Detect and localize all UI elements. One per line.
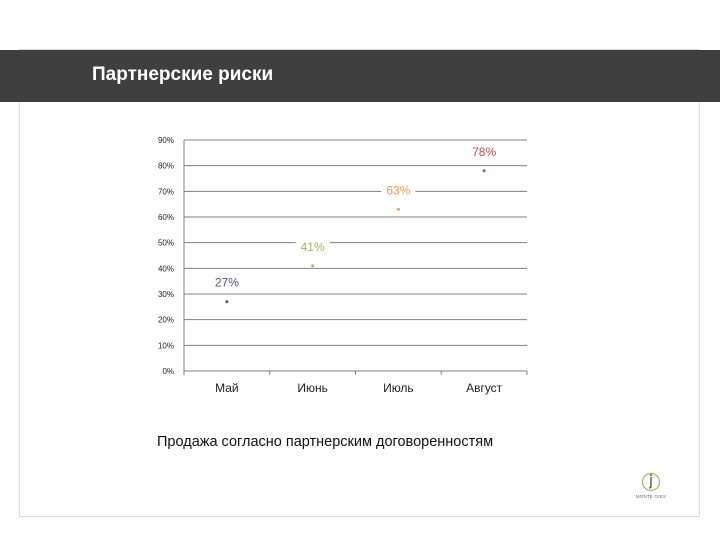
x-tick-label: Июнь <box>297 381 328 395</box>
data-label: 27% <box>215 276 239 290</box>
x-tick-label: Май <box>215 381 239 395</box>
logo-text: MONTE GIES <box>635 494 667 499</box>
y-tick-label: 60% <box>158 213 174 222</box>
data-label-bg <box>209 273 244 290</box>
data-label-bg <box>381 181 416 198</box>
data-point <box>311 264 315 268</box>
y-tick-label: 50% <box>158 239 174 248</box>
data-point <box>482 169 486 173</box>
data-label: 63% <box>386 183 410 197</box>
y-tick-label: 10% <box>158 341 174 350</box>
data-point <box>225 300 229 304</box>
y-tick-label: 80% <box>158 162 174 171</box>
chart-caption: Продажа согласно партнерским договоренно… <box>157 434 494 450</box>
data-label-bg <box>467 142 502 159</box>
company-logo: MONTE GIES <box>626 470 676 506</box>
y-tick-label: 20% <box>158 316 174 325</box>
y-tick-label: 30% <box>158 290 174 299</box>
data-label: 41% <box>301 240 325 254</box>
x-tick-label: Август <box>466 381 503 395</box>
y-tick-label: 40% <box>158 264 174 273</box>
page-title: Партнерские риски <box>92 64 274 85</box>
data-label-bg <box>295 237 330 254</box>
logo-icon <box>641 472 661 492</box>
data-point <box>396 207 400 211</box>
y-tick-label: 90% <box>158 136 174 145</box>
x-tick-label: Июль <box>383 381 414 395</box>
y-tick-label: 70% <box>158 187 174 196</box>
title-bar <box>0 50 720 102</box>
y-tick-label: 0% <box>162 367 174 376</box>
data-label: 78% <box>472 145 496 159</box>
slide-frame <box>19 49 700 517</box>
